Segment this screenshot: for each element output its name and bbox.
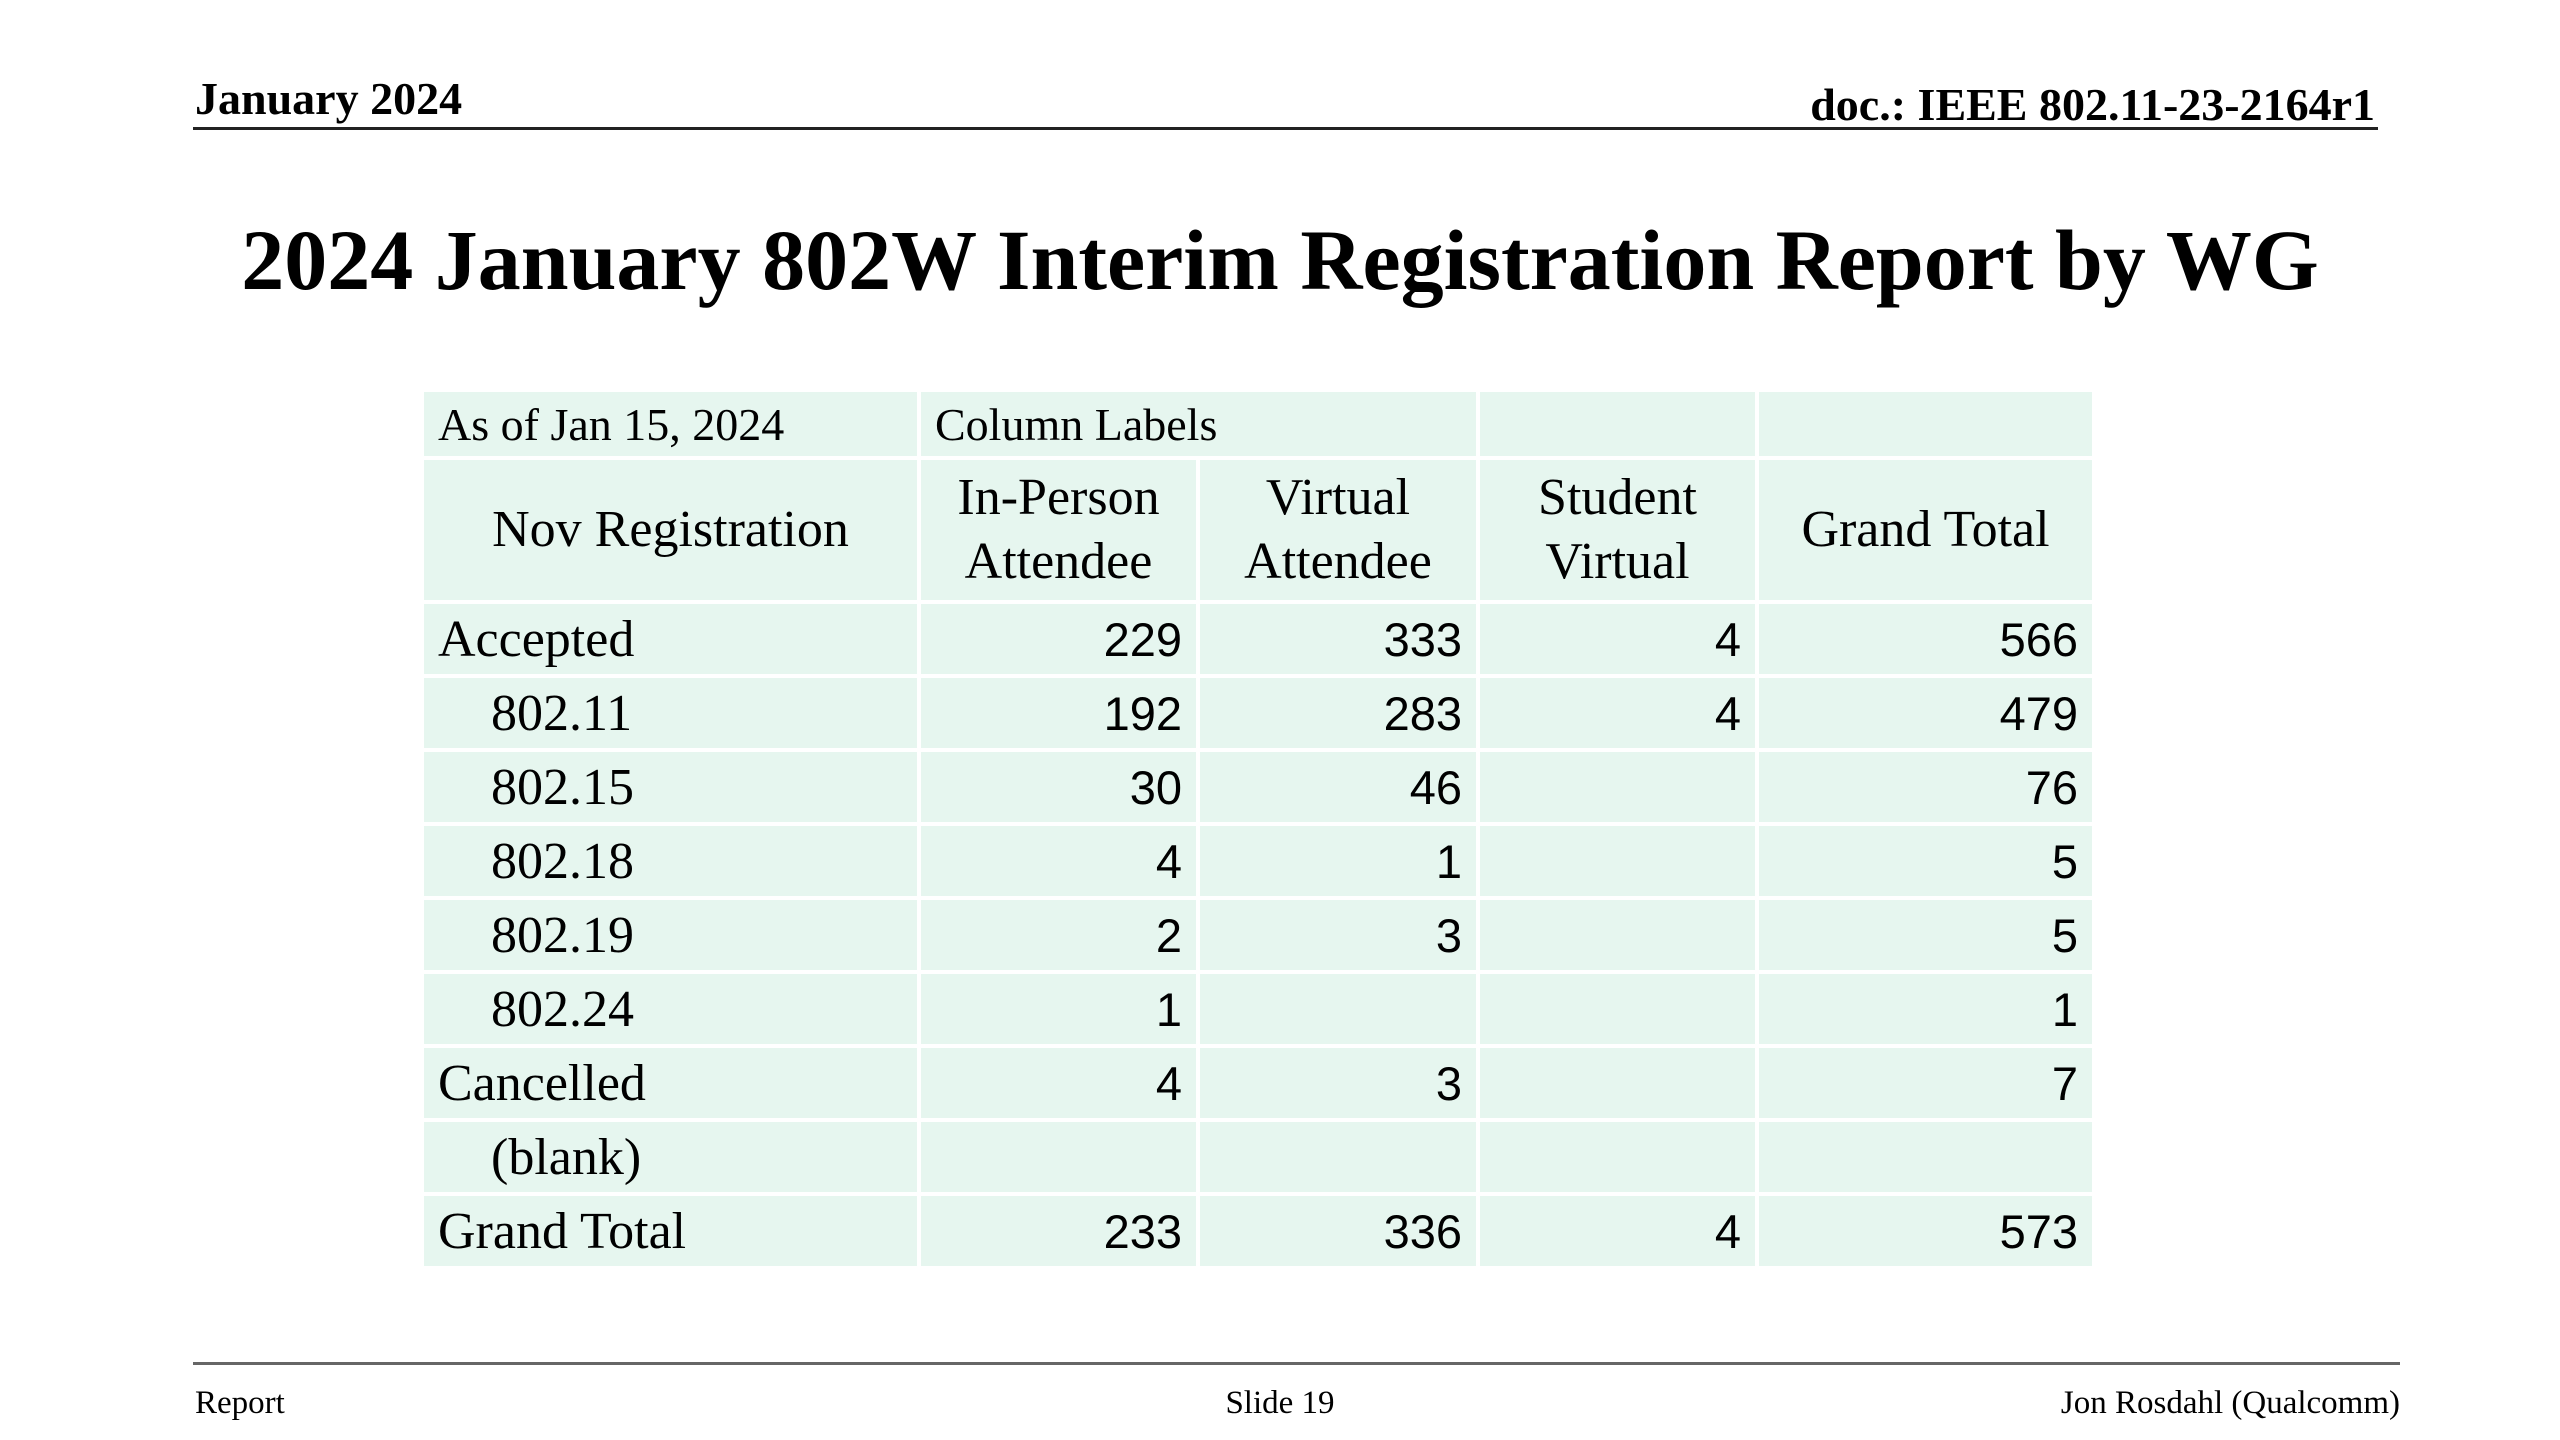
header-divider xyxy=(193,127,2378,130)
value-cell xyxy=(1480,974,1755,1044)
table-row: 802.24 1 1 xyxy=(424,974,2092,1044)
row-label: (blank) xyxy=(424,1122,917,1192)
value-cell xyxy=(1480,900,1755,970)
value-cell: 192 xyxy=(921,678,1196,748)
table-row: Accepted 229 333 4 566 xyxy=(424,604,2092,674)
value-cell: 336 xyxy=(1200,1196,1476,1266)
table-row: Cancelled 4 3 7 xyxy=(424,1048,2092,1118)
value-cell: 3 xyxy=(1200,1048,1476,1118)
value-cell: 76 xyxy=(1759,752,2092,822)
value-cell: 283 xyxy=(1200,678,1476,748)
header-date: January 2024 xyxy=(195,73,463,124)
value-cell xyxy=(1480,826,1755,896)
row-label: Cancelled xyxy=(424,1048,917,1118)
as-of-date-cell: As of Jan 15, 2024 xyxy=(424,392,917,456)
footer-section: Report xyxy=(195,1385,285,1421)
column-labels-cell: Column Labels xyxy=(921,392,1476,456)
value-cell: 1 xyxy=(921,974,1196,1044)
value-cell xyxy=(1200,1122,1476,1192)
column-header-in-person: In-Person Attendee xyxy=(921,460,1196,600)
table-row: 802.11 192 283 4 479 xyxy=(424,678,2092,748)
row-label: 802.15 xyxy=(424,752,917,822)
row-label: Grand Total xyxy=(424,1196,917,1266)
column-header-student-virtual: Student Virtual xyxy=(1480,460,1755,600)
value-cell xyxy=(1759,1122,2092,1192)
value-cell: 333 xyxy=(1200,604,1476,674)
value-cell: 5 xyxy=(1759,900,2092,970)
value-cell: 7 xyxy=(1759,1048,2092,1118)
column-header-virtual: Virtual Attendee xyxy=(1200,460,1476,600)
header-doc-id: doc.: IEEE 802.11-23-2164r1 xyxy=(1810,79,2375,130)
row-label: 802.19 xyxy=(424,900,917,970)
value-cell: 2 xyxy=(921,900,1196,970)
value-cell: 479 xyxy=(1759,678,2092,748)
value-cell: 4 xyxy=(921,1048,1196,1118)
slide-title: 2024 January 802W Interim Registration R… xyxy=(241,212,2319,308)
value-cell xyxy=(1480,1122,1755,1192)
value-cell xyxy=(1480,752,1755,822)
table-header-row: Nov Registration In-Person Attendee Virtu… xyxy=(424,460,2092,600)
table-row: 802.18 4 1 5 xyxy=(424,826,2092,896)
empty-cell xyxy=(1480,392,1755,456)
value-cell: 1 xyxy=(1200,826,1476,896)
row-header-cell: Nov Registration xyxy=(424,460,917,600)
value-cell xyxy=(1200,974,1476,1044)
value-cell: 3 xyxy=(1200,900,1476,970)
row-label: 802.11 xyxy=(424,678,917,748)
value-cell: 4 xyxy=(921,826,1196,896)
value-cell: 5 xyxy=(1759,826,2092,896)
value-cell: 4 xyxy=(1480,604,1755,674)
row-label: Accepted xyxy=(424,604,917,674)
value-cell xyxy=(1480,1048,1755,1118)
row-label: 802.24 xyxy=(424,974,917,1044)
value-cell: 1 xyxy=(1759,974,2092,1044)
value-cell: 229 xyxy=(921,604,1196,674)
value-cell: 30 xyxy=(921,752,1196,822)
column-header-grand-total: Grand Total xyxy=(1759,460,2092,600)
value-cell: 573 xyxy=(1759,1196,2092,1266)
value-cell: 4 xyxy=(1480,678,1755,748)
table-top-row: As of Jan 15, 2024 Column Labels xyxy=(424,392,2092,456)
row-label: 802.18 xyxy=(424,826,917,896)
table-row: 802.15 30 46 76 xyxy=(424,752,2092,822)
value-cell xyxy=(921,1122,1196,1192)
slide-number: Slide 19 xyxy=(1225,1385,1335,1421)
table-row: 802.19 2 3 5 xyxy=(424,900,2092,970)
empty-cell xyxy=(1759,392,2092,456)
value-cell: 566 xyxy=(1759,604,2092,674)
footer-author: Jon Rosdahl (Qualcomm) xyxy=(2060,1385,2400,1421)
value-cell: 233 xyxy=(921,1196,1196,1266)
registration-table: As of Jan 15, 2024 Column Labels Nov Reg… xyxy=(420,388,2096,1270)
table-row: (blank) xyxy=(424,1122,2092,1192)
value-cell: 4 xyxy=(1480,1196,1755,1266)
footer-divider xyxy=(193,1362,2400,1365)
value-cell: 46 xyxy=(1200,752,1476,822)
table-row: Grand Total 233 336 4 573 xyxy=(424,1196,2092,1266)
